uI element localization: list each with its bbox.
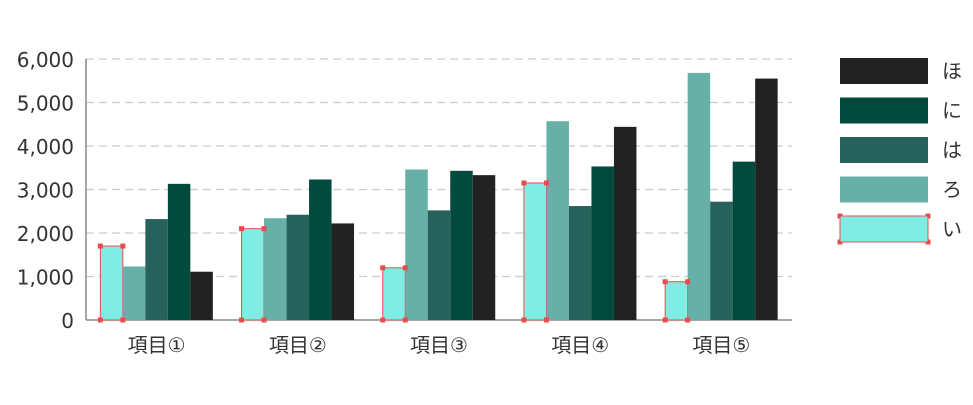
bar-2-2[interactable] xyxy=(264,218,287,320)
legend-swatch[interactable] xyxy=(840,58,928,84)
selection-handle[interactable] xyxy=(261,317,267,323)
bar-3-2[interactable] xyxy=(286,214,310,320)
selection-handle[interactable] xyxy=(380,265,386,271)
legend-label: は xyxy=(942,138,962,162)
legend-label: い xyxy=(942,217,962,241)
selection-handle[interactable] xyxy=(521,317,527,323)
bar-5-3[interactable] xyxy=(472,175,496,320)
selection-handle[interactable] xyxy=(543,180,549,186)
selection-handle[interactable] xyxy=(402,317,408,323)
y-tick-label: 4,000 xyxy=(17,135,74,159)
bar-4-3[interactable] xyxy=(450,170,473,320)
x-tick-label: 項目⑤ xyxy=(692,333,750,357)
bar-5-4[interactable] xyxy=(613,126,637,320)
selection-handle[interactable] xyxy=(380,317,386,323)
y-tick-label: 1,000 xyxy=(17,266,74,290)
selection-handle[interactable] xyxy=(120,317,126,323)
selection-handle[interactable] xyxy=(97,243,103,249)
selection-handle[interactable] xyxy=(662,279,668,285)
selection-handle[interactable] xyxy=(120,243,126,249)
bar-1-1[interactable] xyxy=(99,245,124,321)
x-tick-label: 項目④ xyxy=(551,333,609,357)
y-tick-label: 2,000 xyxy=(17,222,74,246)
x-tick-label: 項目② xyxy=(269,333,327,357)
selection-handles xyxy=(97,180,931,323)
y-tick-label: 3,000 xyxy=(17,179,74,203)
y-axis: 0 1,000 2,000 3,000 4,000 5,000 6,000 xyxy=(17,48,792,333)
bar-5-2[interactable] xyxy=(331,223,355,320)
legend-label: ほ xyxy=(942,59,962,83)
y-tick-label: 0 xyxy=(61,309,74,333)
selection-handle[interactable] xyxy=(261,226,267,232)
bar-3-4[interactable] xyxy=(568,206,592,320)
bar-5-1[interactable] xyxy=(190,271,213,320)
gridlines xyxy=(86,58,792,278)
selection-handle[interactable] xyxy=(685,317,691,323)
bar-1-3[interactable] xyxy=(382,267,406,321)
bars xyxy=(99,72,778,321)
bar-4-5[interactable] xyxy=(732,161,756,320)
legend-label: ろ xyxy=(942,178,962,202)
bar-4-2[interactable] xyxy=(309,179,332,320)
bar-3-3[interactable] xyxy=(427,210,451,320)
bar-2-4[interactable] xyxy=(546,121,569,320)
legend-swatch[interactable] xyxy=(840,176,928,203)
selection-handle[interactable] xyxy=(239,226,245,232)
bar-3-5[interactable] xyxy=(710,201,733,320)
selection-handle[interactable] xyxy=(685,279,691,285)
selection-handle[interactable] xyxy=(97,317,103,323)
bar-2-5[interactable] xyxy=(687,72,711,320)
x-tick-label: 項目① xyxy=(128,333,186,357)
selection-handle[interactable] xyxy=(521,180,527,186)
bar-1-5[interactable] xyxy=(664,281,689,321)
legend-swatch[interactable] xyxy=(840,97,928,124)
x-axis-labels: 項目① 項目② 項目③ 項目④ 項目⑤ xyxy=(128,333,751,357)
bar-2-3[interactable] xyxy=(405,169,428,320)
selection-handle[interactable] xyxy=(662,317,668,323)
bar-1-4[interactable] xyxy=(523,182,547,321)
selection-handle[interactable] xyxy=(402,265,408,271)
bar-1-2[interactable] xyxy=(241,228,265,321)
bar-4-1[interactable] xyxy=(167,183,191,320)
bar-4-4[interactable] xyxy=(591,166,614,320)
selection-handle[interactable] xyxy=(239,317,245,323)
bar-2-1[interactable] xyxy=(122,266,146,320)
bar-3-1[interactable] xyxy=(145,219,168,320)
legend-swatch[interactable] xyxy=(840,137,928,163)
y-tick-label: 5,000 xyxy=(17,92,74,116)
bar-5-5[interactable] xyxy=(755,78,778,320)
legend-label: に xyxy=(942,99,962,123)
x-tick-label: 項目③ xyxy=(410,333,468,357)
y-tick-label: 6,000 xyxy=(17,48,74,72)
legend-swatch[interactable] xyxy=(839,215,929,243)
selection-handle[interactable] xyxy=(543,317,549,323)
